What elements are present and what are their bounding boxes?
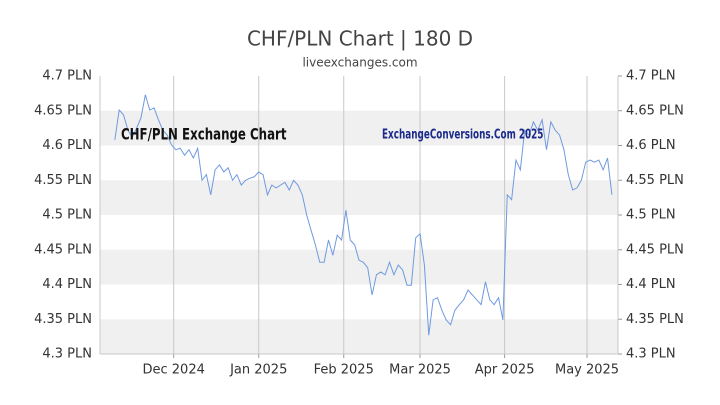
price-line [114,94,613,336]
x-tick-label: May 2025 [555,363,619,378]
chart-title: CHF/PLN Chart | 180 D [247,27,473,51]
y2-tick-label: 4.35 PLN [626,312,684,327]
x-tick-label: Feb 2025 [314,363,374,378]
y-tick-label: 4.45 PLN [34,242,92,257]
x-tick-label: Mar 2025 [389,363,451,378]
y-tick-label: 4.65 PLN [34,103,92,118]
y-tick-label: 4.3 PLN [42,347,92,362]
y2-tick-label: 4.55 PLN [626,173,684,188]
y-tick-label: 4.6 PLN [42,138,92,153]
y2-tick-label: 4.65 PLN [626,103,684,118]
y-tick-label: 4.55 PLN [34,173,92,188]
x-tick-label: Dec 2024 [143,363,205,378]
y2-tick-label: 4.3 PLN [626,347,676,362]
x-tick-label: Apr 2025 [475,363,535,378]
y-tick-label: 4.35 PLN [34,312,92,327]
y-tick-label: 4.5 PLN [42,208,92,223]
y2-tick-label: 4.5 PLN [626,208,676,223]
annotation: ExchangeConversions.Com 2025 [382,127,543,142]
y2-tick-label: 4.6 PLN [626,138,676,153]
annotation: CHF/PLN Exchange Chart [121,125,287,144]
grid-band [100,180,618,215]
y2-tick-label: 4.7 PLN [626,69,676,84]
grid-band [100,249,618,285]
y-tick-label: 4.4 PLN [42,277,92,292]
y2-tick-label: 4.4 PLN [626,277,676,292]
grid-band [100,319,618,354]
y2-tick-label: 4.45 PLN [626,242,684,257]
x-tick-label: Jan 2025 [229,363,287,378]
chart-subtitle: liveexchanges.com [302,56,417,70]
y-tick-label: 4.7 PLN [42,69,92,84]
